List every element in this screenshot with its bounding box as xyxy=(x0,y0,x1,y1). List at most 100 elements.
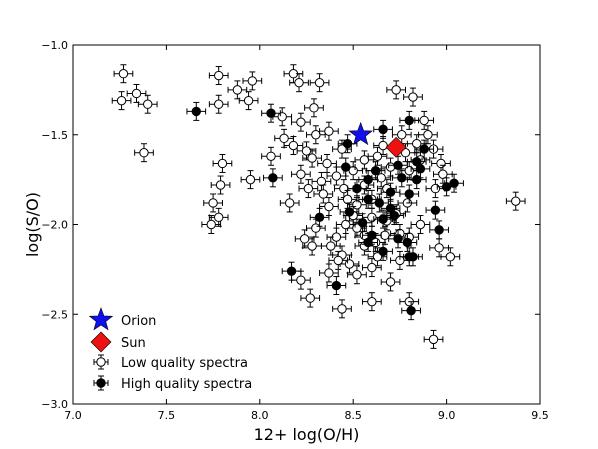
low-quality-point xyxy=(289,73,309,93)
point-marker xyxy=(294,77,304,88)
point-marker xyxy=(385,187,396,197)
point-marker xyxy=(311,130,321,140)
low-quality-point xyxy=(296,141,317,161)
low-quality-point xyxy=(261,146,281,166)
point-marker xyxy=(400,148,411,158)
low-quality-point xyxy=(113,64,134,84)
point-marker xyxy=(352,270,362,280)
point-marker xyxy=(511,196,521,206)
legend-label: High quality spectra xyxy=(121,377,252,392)
low-quality-point xyxy=(406,134,427,154)
high-quality-point xyxy=(339,202,360,222)
low-quality-point xyxy=(291,164,311,184)
point-marker xyxy=(191,106,201,117)
legend-errorbar-marker xyxy=(93,375,109,391)
point-marker xyxy=(357,218,368,228)
low-quality-point xyxy=(212,153,233,173)
point-marker xyxy=(316,176,327,187)
low-quality-point xyxy=(362,258,382,278)
point-marker xyxy=(430,205,441,215)
point-marker xyxy=(131,88,142,99)
point-marker xyxy=(397,173,407,183)
point-marker xyxy=(339,183,349,194)
high-quality-point xyxy=(337,134,358,154)
y-tick-label: −1.5 xyxy=(41,129,68,142)
point-marker xyxy=(412,174,422,185)
low-quality-point xyxy=(283,136,304,155)
point-marker xyxy=(139,148,149,158)
legend-item-low-quality-spectra: Low quality spectra xyxy=(93,354,248,371)
point-marker xyxy=(428,334,439,345)
point-marker xyxy=(402,237,413,248)
point-marker xyxy=(374,198,385,208)
point-marker xyxy=(307,153,317,163)
point-marker xyxy=(445,252,456,262)
high-quality-point xyxy=(397,232,418,252)
low-quality-point xyxy=(291,112,311,132)
high-quality-point xyxy=(373,241,393,261)
low-quality-point xyxy=(319,121,339,141)
low-quality-point xyxy=(317,153,337,173)
high-quality-point xyxy=(358,232,378,252)
sun-marker xyxy=(385,136,407,158)
point-marker xyxy=(352,183,362,194)
high-quality-point xyxy=(414,139,435,159)
point-marker xyxy=(206,219,216,230)
point-marker xyxy=(344,207,355,217)
low-quality-point xyxy=(410,215,431,234)
point-marker xyxy=(331,280,342,291)
low-quality-point xyxy=(126,83,147,103)
point-marker xyxy=(370,165,381,176)
high-quality-point xyxy=(388,155,408,175)
point-marker xyxy=(436,158,446,169)
point-marker xyxy=(143,99,153,109)
point-marker xyxy=(344,259,355,269)
point-marker xyxy=(96,357,106,367)
high-quality-point xyxy=(373,119,393,139)
low-quality-point xyxy=(423,329,444,349)
low-quality-point xyxy=(240,170,261,190)
point-marker xyxy=(309,103,319,113)
data-layer xyxy=(111,64,526,349)
point-marker xyxy=(314,212,325,223)
point-marker xyxy=(324,126,334,136)
x-tick-label: 8.5 xyxy=(344,409,362,422)
orion-marker xyxy=(348,121,373,146)
point-marker xyxy=(419,144,429,154)
point-marker xyxy=(322,158,332,169)
x-axis-label: 12+ log(O/H) xyxy=(254,425,360,444)
high-quality-point xyxy=(399,110,420,130)
high-quality-point xyxy=(401,301,421,321)
high-quality-point xyxy=(263,168,283,188)
point-marker xyxy=(266,151,276,161)
point-marker xyxy=(378,140,388,151)
point-marker xyxy=(430,183,441,194)
point-marker xyxy=(342,194,353,205)
point-marker xyxy=(367,296,377,307)
point-marker xyxy=(215,180,226,190)
x-tick-label: 9.5 xyxy=(531,409,549,422)
point-marker xyxy=(301,146,312,156)
point-marker xyxy=(118,69,129,79)
low-quality-point xyxy=(440,247,461,267)
high-quality-point xyxy=(403,247,423,267)
high-quality-point xyxy=(186,101,207,121)
point-marker xyxy=(363,194,373,205)
x-tick-label: 9.0 xyxy=(438,409,456,422)
legend-label: Sun xyxy=(121,336,146,351)
point-marker xyxy=(243,95,254,106)
point-marker xyxy=(363,237,373,248)
point-marker xyxy=(324,268,334,278)
point-marker xyxy=(367,262,377,273)
point-marker xyxy=(372,151,383,161)
point-marker xyxy=(314,77,325,88)
point-marker xyxy=(434,225,444,235)
high-quality-point xyxy=(388,229,408,249)
low-quality-point xyxy=(505,191,526,211)
point-marker xyxy=(359,155,370,165)
x-tick-label: 8.0 xyxy=(251,409,269,422)
point-marker xyxy=(372,252,383,262)
low-quality-point xyxy=(319,197,339,217)
point-marker xyxy=(412,139,422,149)
